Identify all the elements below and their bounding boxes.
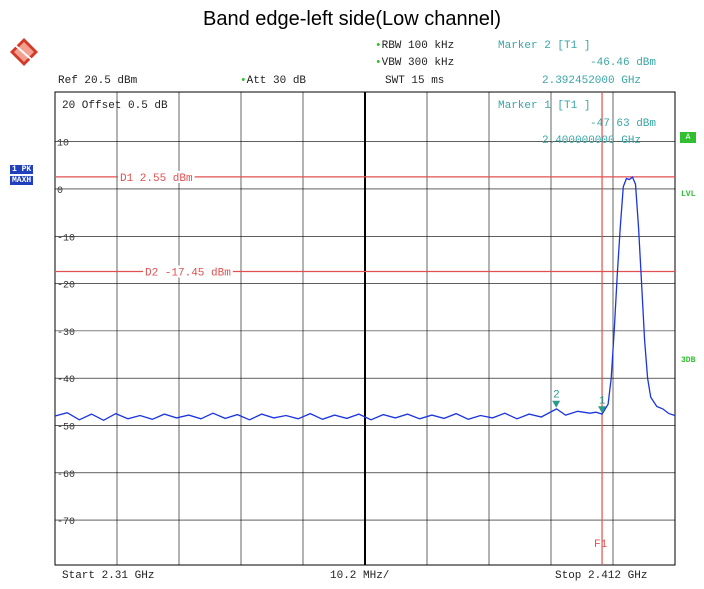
marker1-level: -47.63 dBm — [590, 118, 657, 130]
marker2-freq: 2.392452000 GHz — [542, 75, 642, 87]
ref-level-label: Ref 20.5 dBm — [58, 75, 138, 87]
marker-label: 2 — [553, 390, 560, 402]
marker1-freq: 2.400000000 GHz — [542, 135, 642, 147]
swt-label: SWT 15 ms — [385, 75, 445, 87]
rbw-value: RBW 100 kHz — [381, 40, 455, 52]
y-tick-label: 10 — [57, 139, 69, 150]
span-per-div-label: 10.2 MHz/ — [330, 570, 390, 582]
display-line-label-bg — [118, 170, 195, 183]
trace-line — [54, 176, 676, 422]
y-tick-label: -30 — [57, 328, 75, 339]
start-freq-label: Start 2.31 GHz — [62, 570, 155, 582]
marker-label: 1 — [599, 395, 606, 407]
marker1-title: Marker 1 [T1 ] — [498, 100, 591, 112]
frequency-line-label: F1 — [594, 539, 608, 551]
display-line-label-bg — [143, 265, 233, 278]
display-line-label: D2 -17.45 dBm — [145, 268, 231, 280]
marker-triangle-icon — [598, 406, 607, 414]
trace1-mode-badge: MAXH — [10, 176, 34, 185]
a-indicator: A — [680, 132, 696, 143]
y-tick-label: -50 — [57, 422, 75, 433]
vbw-value: VBW 300 kHz — [381, 57, 455, 69]
y-tick-label: -10 — [57, 233, 75, 244]
attenuation-label: •Att 30 dB — [240, 75, 307, 87]
y-tick-label: -70 — [57, 517, 75, 528]
offset-label: 20 Offset 0.5 dB — [62, 100, 168, 112]
trace1-badge: 1 PK — [10, 165, 34, 174]
rbw-label: •RBW 100 kHz — [375, 40, 455, 52]
chart-title: Band edge-left side(Low channel) — [203, 8, 501, 30]
marker2-level: -46.46 dBm — [590, 57, 657, 69]
marker2-title: Marker 2 [T1 ] — [498, 40, 591, 52]
y-tick-label: -60 — [57, 470, 75, 481]
stop-freq-label: Stop 2.412 GHz — [555, 570, 648, 582]
marker-triangle-icon — [552, 400, 561, 408]
vbw-label: •VBW 300 kHz — [375, 57, 455, 69]
display-line-label: D1 2.55 dBm — [120, 173, 193, 185]
lvl-indicator: LVL — [681, 190, 696, 199]
rs-logo-icon — [10, 38, 38, 66]
3db-indicator: 3DB — [681, 356, 696, 365]
attenuation-value: Att 30 dB — [246, 75, 307, 87]
y-tick-label: 0 — [57, 186, 63, 197]
y-tick-label: -20 — [57, 281, 75, 292]
y-tick-label: -40 — [57, 375, 75, 386]
